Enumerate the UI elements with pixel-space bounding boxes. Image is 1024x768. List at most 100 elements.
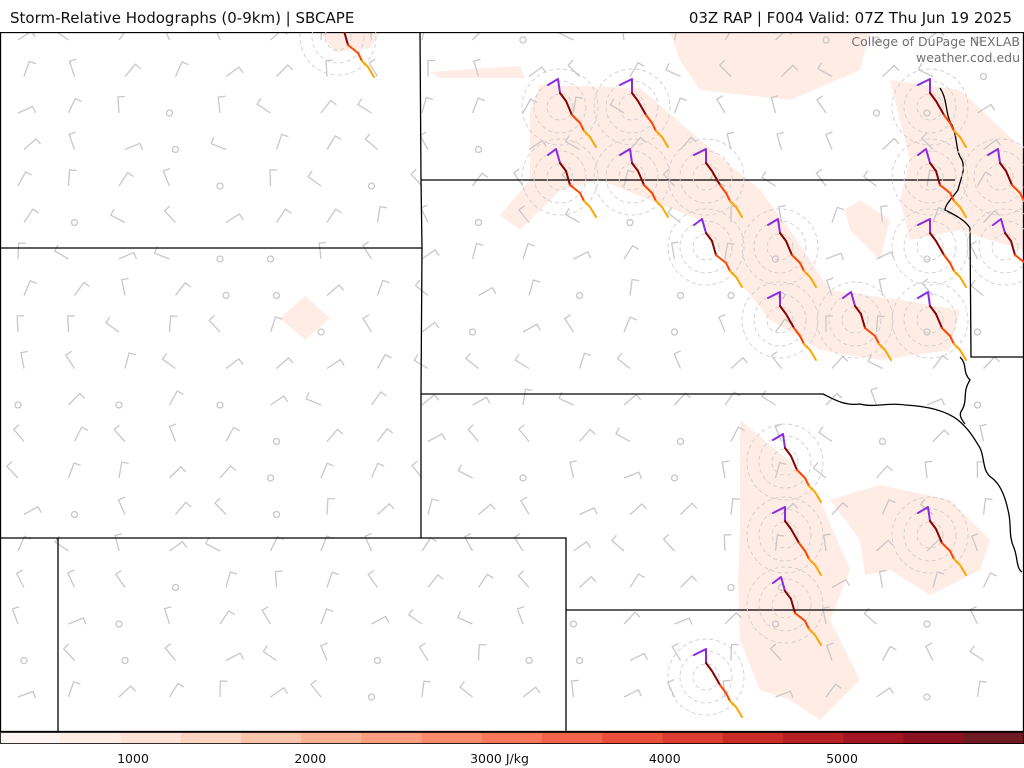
wind-barb bbox=[310, 679, 322, 698]
wind-barb bbox=[629, 503, 648, 515]
wind-barb bbox=[66, 569, 76, 588]
wind-barb bbox=[215, 32, 221, 41]
wind-barb bbox=[17, 32, 36, 41]
calm-wind-marker bbox=[822, 36, 830, 44]
calm-wind-marker bbox=[367, 693, 376, 701]
wind-barb bbox=[629, 61, 645, 77]
wind-barb bbox=[769, 643, 782, 661]
wind-barb bbox=[364, 133, 378, 150]
wind-barb bbox=[615, 427, 631, 443]
wind-barb bbox=[629, 652, 648, 662]
wind-barb bbox=[724, 242, 735, 260]
calm-wind-marker bbox=[872, 109, 881, 117]
wind-barb bbox=[326, 208, 342, 223]
calm-wind-marker bbox=[923, 328, 931, 336]
wind-barb bbox=[932, 429, 950, 442]
wind-barb bbox=[275, 133, 289, 150]
wind-barb bbox=[670, 241, 679, 260]
colorbar-swatch bbox=[602, 732, 664, 744]
wind-barb bbox=[421, 536, 437, 552]
wind-barb bbox=[969, 645, 984, 662]
wind-barb bbox=[781, 64, 799, 77]
wind-barb bbox=[610, 534, 625, 552]
wind-barbs bbox=[5, 32, 1002, 701]
wind-barb bbox=[459, 681, 473, 698]
wind-barb bbox=[528, 279, 541, 296]
wind-barb bbox=[456, 610, 473, 625]
calm-wind-marker bbox=[373, 656, 382, 665]
wind-barb bbox=[421, 96, 434, 114]
wind-barb bbox=[471, 242, 484, 260]
wind-barb bbox=[876, 539, 894, 552]
wind-barb bbox=[427, 498, 439, 515]
wind-barb bbox=[370, 391, 387, 406]
calm-wind-marker bbox=[317, 328, 325, 336]
wind-barb bbox=[472, 32, 490, 41]
wind-barb bbox=[876, 465, 893, 479]
hodograph bbox=[746, 566, 824, 646]
wind-barb bbox=[276, 64, 294, 77]
calm-wind-marker bbox=[670, 328, 679, 336]
wind-barb bbox=[718, 313, 726, 333]
wind-barb bbox=[168, 390, 184, 406]
wind-barb bbox=[421, 321, 440, 333]
wind-barb bbox=[118, 32, 126, 41]
calm-wind-marker bbox=[367, 182, 376, 190]
hodograph bbox=[593, 138, 671, 218]
wind-barb bbox=[976, 461, 985, 479]
wind-barb bbox=[256, 98, 271, 114]
map-canvas[interactable] bbox=[0, 32, 1024, 732]
wind-barb bbox=[666, 678, 676, 698]
wind-barb bbox=[825, 392, 843, 406]
hodograph bbox=[961, 138, 1024, 216]
colorbar-swatch bbox=[180, 732, 242, 744]
wind-barb bbox=[371, 615, 390, 625]
wind-barb bbox=[517, 424, 530, 442]
wind-barb bbox=[472, 58, 481, 77]
wind-barb bbox=[463, 533, 474, 552]
hodograph bbox=[299, 32, 377, 78]
hodograph bbox=[746, 496, 824, 576]
calm-wind-marker bbox=[70, 218, 79, 227]
colorbar-swatch bbox=[843, 732, 905, 744]
calm-wind-marker bbox=[626, 218, 634, 227]
colorbar-swatch bbox=[722, 732, 784, 744]
wind-barb bbox=[20, 350, 28, 369]
colorbar-swatch bbox=[662, 732, 724, 744]
hodograph bbox=[741, 208, 819, 288]
wind-barb bbox=[564, 135, 580, 151]
wind-barb bbox=[114, 569, 126, 588]
wind-barb bbox=[376, 279, 390, 296]
wind-barb bbox=[364, 532, 373, 552]
calm-wind-marker bbox=[973, 36, 982, 44]
wind-barb bbox=[219, 609, 236, 625]
calm-wind-marker bbox=[727, 583, 735, 592]
calm-wind-marker bbox=[14, 401, 22, 409]
calm-wind-marker bbox=[115, 620, 123, 628]
wind-barb bbox=[124, 352, 136, 369]
colorbar-swatch bbox=[903, 732, 965, 744]
calm-wind-marker bbox=[216, 182, 224, 190]
wind-barb bbox=[870, 386, 878, 406]
wind-barb bbox=[67, 462, 81, 479]
wind-barb bbox=[326, 571, 339, 588]
wind-barb bbox=[761, 171, 776, 187]
wind-barb bbox=[825, 277, 834, 296]
wind-barb bbox=[12, 424, 25, 442]
wind-barb bbox=[362, 241, 373, 260]
model-valid-time: 03Z RAP | F004 Valid: 07Z Thu Jun 19 202… bbox=[688, 9, 1012, 27]
wind-barb bbox=[67, 315, 75, 333]
wind-barb bbox=[863, 607, 877, 625]
wind-barb bbox=[23, 208, 40, 223]
calm-wind-marker bbox=[569, 620, 578, 628]
wind-barb bbox=[572, 96, 583, 114]
wind-barb bbox=[113, 424, 126, 442]
calm-wind-marker bbox=[519, 474, 527, 482]
hodograph bbox=[667, 638, 745, 718]
wind-barb bbox=[825, 315, 833, 333]
calm-wind-marker bbox=[222, 291, 230, 300]
wind-barb bbox=[168, 682, 185, 698]
wind-barb bbox=[674, 617, 693, 625]
wind-barb bbox=[979, 423, 987, 442]
wind-barb bbox=[823, 533, 831, 552]
